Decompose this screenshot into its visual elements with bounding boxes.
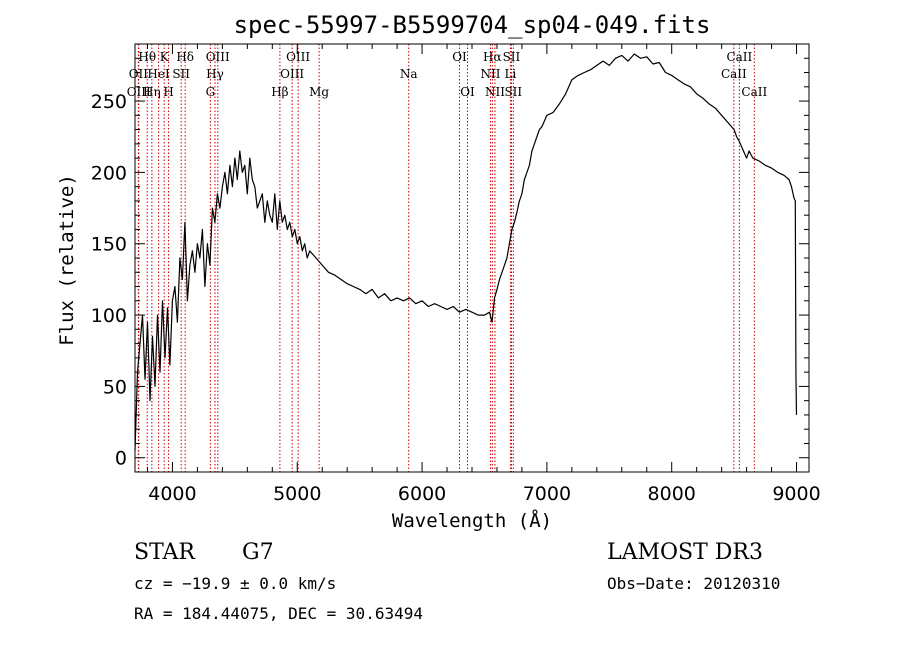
spectral-line-markers [137, 44, 755, 472]
object-class: STAR [134, 540, 196, 565]
spectral-line-label: CaII [721, 67, 747, 81]
spectral-line-label: Hγ [206, 67, 224, 81]
spectral-line-label: H [163, 85, 173, 99]
x-tick-label: 7000 [523, 483, 571, 505]
y-tick-label: 200 [91, 162, 127, 184]
spectral-line-label: OI [460, 85, 475, 99]
axis-ticks [135, 43, 809, 473]
spectral-line-label: OI [452, 50, 467, 64]
y-axis-tick-labels: 0 50 100 150 200 250 [91, 91, 127, 470]
spectrum-series-line [134, 53, 798, 451]
chart-title: spec-55997-B5599704_sp04-049.fits [234, 11, 711, 39]
spectral-line-label: Na [400, 67, 418, 81]
y-tick-label: 150 [91, 234, 127, 256]
spectral-line-label: CaII [726, 50, 752, 64]
spectral-line-label: G [206, 85, 216, 99]
x-tick-label: 6000 [398, 483, 446, 505]
spectral-line-label: SII [503, 50, 521, 64]
y-tick-label: 0 [115, 448, 127, 470]
spectral-line-label: SII [172, 67, 190, 81]
observation-date: Obs−Date: 20120310 [607, 574, 780, 593]
spectral-line-label: OII [129, 67, 149, 81]
spectral-line-label: Hβ [271, 85, 288, 99]
spectral-line-label: Li [505, 67, 517, 81]
spectral-line-label: Mg [309, 85, 329, 99]
spectral-line-label: OIII [206, 50, 230, 64]
x-tick-label: 4000 [148, 483, 196, 505]
spectral-line-label: OIII [280, 67, 304, 81]
spectral-line-label: SII [504, 85, 522, 99]
spectral-line-label: K [160, 50, 170, 64]
spectral-line-label: Hθ [138, 50, 156, 64]
spectral-line-label: CaII [741, 85, 767, 99]
y-tick-label: 250 [91, 91, 127, 113]
spectral-line-label: Hη [143, 85, 161, 99]
redshift-velocity: cz = −19.9 ± 0.0 km/s [134, 574, 336, 593]
spectral-line-label: OIII [127, 85, 151, 99]
spectral-line-label: Hδ [176, 50, 194, 64]
spectral-line-label: NII [485, 85, 505, 99]
object-subclass: G7 [242, 540, 274, 565]
spectral-line-label: HeI [147, 67, 170, 81]
spectral-line-label: Hα [483, 50, 502, 64]
spectral-line-label: OIII [286, 50, 310, 64]
y-axis-label: Flux (relative) [56, 174, 78, 346]
x-axis-label: Wavelength (Å) [392, 509, 552, 532]
x-tick-label: 5000 [273, 483, 321, 505]
sky-coordinates: RA = 184.44075, DEC = 30.63494 [134, 604, 423, 623]
y-tick-label: 100 [91, 305, 127, 327]
plot-frame [134, 43, 810, 473]
x-tick-label: 8000 [648, 483, 696, 505]
x-axis-tick-labels: 4000 5000 6000 7000 8000 9000 [148, 483, 820, 505]
y-tick-label: 50 [103, 376, 127, 398]
survey-name: LAMOST DR3 [607, 540, 763, 565]
spectral-line-label: NII [480, 67, 500, 81]
x-tick-label: 9000 [772, 483, 820, 505]
